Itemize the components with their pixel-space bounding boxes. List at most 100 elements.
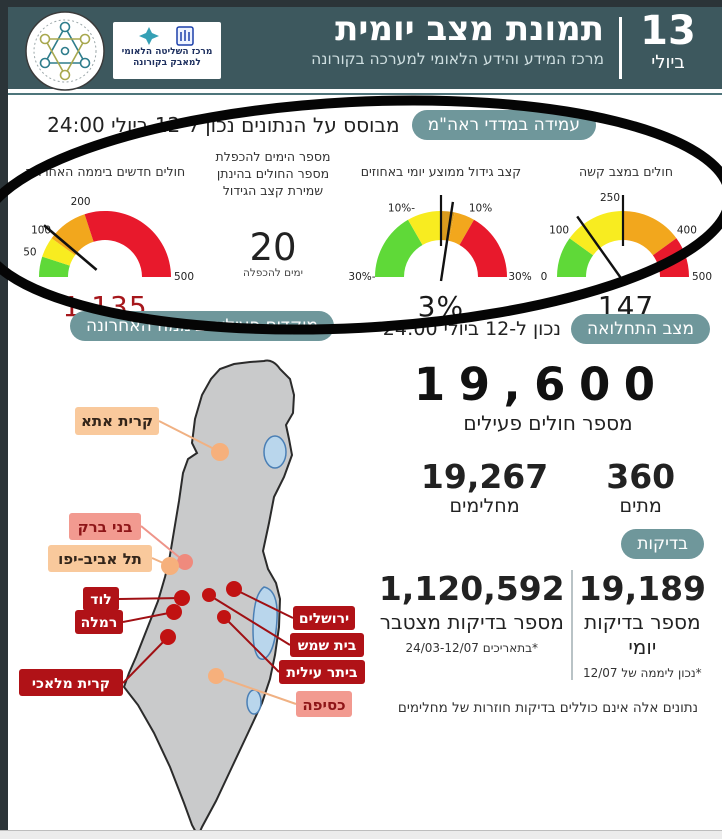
gauge-severe-cases: חולים במצב קשה 0 100 250 400 500 147	[536, 146, 716, 323]
city-label-bg	[48, 545, 152, 572]
city-marker	[226, 581, 242, 597]
city-marker	[208, 668, 224, 684]
dead-sea	[252, 586, 278, 660]
hotspots-map: קרית אתא בני ברק תל אביב-יפו לוד	[12, 355, 392, 839]
svg-text:250: 250	[600, 192, 620, 204]
city-label: קרית מלאכי	[32, 676, 110, 692]
svg-text:10%: 10%	[469, 203, 492, 215]
city-marker	[160, 629, 176, 645]
daily-tests-note: *נכון ליממה של 12/07	[582, 666, 702, 680]
control-center-logo-text: מרכז השליטה הלאומי למאבק בקורונה	[121, 47, 213, 68]
connector-line	[223, 616, 280, 673]
city-marker	[174, 590, 190, 606]
tests-panel: 19,189 מספר בדיקות יומי *נכון ליממה של 1…	[379, 569, 712, 680]
city-label-bg	[75, 407, 159, 435]
map-city-lod: לוד	[83, 587, 190, 611]
gauge-title: קצב גידול ממוצע יומי באחוזים	[360, 164, 522, 179]
recovered-label: מחלימים	[449, 495, 520, 517]
city-label-bg	[83, 587, 119, 611]
city-marker	[211, 443, 229, 461]
tests-section-badge: בדיקות	[621, 529, 704, 559]
city-label: ביתר עילית	[286, 665, 357, 681]
information-center-logo-icon	[24, 10, 106, 92]
gauge-new-cases: חולים חדשים ביממה האחרונה 50 100 200 500 1,…	[10, 146, 200, 323]
city-label: קרית אתא	[81, 412, 153, 430]
doubling-days-title: מספר הימים להכפלת מספר החולים בהינתן שמי…	[215, 149, 331, 198]
daily-tests-stat: 19,189 מספר בדיקות יומי *נכון ליממה של 1…	[570, 569, 712, 680]
sea-of-galilee	[263, 435, 287, 469]
doubling-days-value: 20	[249, 226, 297, 269]
cumulative-tests-stat: 1,120,592 מספר בדיקות מצטבר *בתאריכים 24…	[373, 570, 571, 680]
connector-line	[158, 420, 221, 453]
doubling-days-unit: ימים להכפלה	[243, 267, 303, 279]
indicators-section-badge: עמידה במדדי ראה"מ	[411, 110, 596, 140]
gauge-growth-rate: קצב גידול ממוצע יומי באחוזים -30% -10% 10%…	[346, 146, 536, 323]
based-on-text: מבוסס על הנתונים נכון ל-12 ביולי 24:00	[47, 113, 400, 137]
dead-sea-south-basin	[246, 689, 262, 715]
svg-text:100: 100	[31, 225, 51, 237]
svg-text:0: 0	[541, 271, 548, 283]
map-city-kseifa: כסיפה	[208, 668, 352, 717]
gauge-new-cases-chart: 50 100 200 500	[10, 180, 200, 294]
svg-text:500: 500	[174, 271, 194, 283]
indicators-gauges-row: חולים במצב קשה 0 100 250 400 500 147 קצב גיד…	[10, 146, 716, 323]
city-label: בני ברק	[78, 518, 133, 536]
map-city-beitar-illit: ביתר עילית	[217, 610, 365, 684]
svg-text:30%: 30%	[508, 271, 531, 283]
left-border	[0, 0, 8, 839]
svg-text:100: 100	[549, 225, 569, 237]
city-label-bg	[290, 633, 364, 657]
active-cases-value: 19,600	[413, 358, 669, 411]
bottom-border	[0, 830, 722, 839]
page-title: תמונת מצב יומית	[335, 9, 604, 49]
svg-text:500: 500	[692, 271, 712, 283]
hotspots-section-badge: מוקדים פעילים ביממה האחרונה	[70, 311, 335, 341]
city-label: רמלה	[81, 615, 118, 631]
connector-line	[118, 597, 183, 600]
city-label: בית שמש	[298, 638, 356, 654]
doubling-days-panel: מספר הימים להכפלת מספר החולים בהינתן שמי…	[200, 146, 346, 323]
report-date: 13 ביולי	[630, 9, 706, 73]
gauge-title: חולים חדשים ביממה האחרונה	[25, 164, 186, 179]
city-label-bg	[69, 513, 141, 540]
map-city-kiryat-ata: קרית אתא	[75, 407, 229, 461]
connector-line	[208, 594, 291, 646]
city-label: תל אביב-יפו	[58, 550, 142, 568]
svg-text:400: 400	[677, 225, 697, 237]
cumulative-tests-value: 1,120,592	[378, 569, 565, 608]
svg-text:-30%: -30%	[348, 271, 375, 283]
svg-text:50: 50	[23, 247, 36, 259]
star-icon	[139, 27, 159, 45]
header-divider	[619, 17, 622, 79]
recovered-value: 19,267	[420, 457, 549, 496]
state-emblem-icon	[176, 26, 194, 46]
date-day: 13	[640, 8, 696, 54]
city-marker	[166, 604, 182, 620]
connector-line	[140, 525, 186, 563]
date-month: ביולי	[651, 52, 685, 73]
connector-line	[122, 611, 175, 623]
svg-text:-10%: -10%	[388, 203, 415, 215]
gauge-severe-cases-chart: 0 100 250 400 500	[536, 180, 716, 294]
active-cases-label: מספר חולים פעילים	[463, 411, 633, 435]
map-city-tel-aviv: תל אביב-יפו	[48, 545, 179, 575]
hotspots-section-header: מוקדים פעילים ביממה האחרונה	[70, 311, 335, 341]
cumulative-tests-label: מספר בדיקות מצטבר	[379, 610, 564, 634]
morbidity-section-header: מצב התחלואה נכון ל-12 ביולי 24:00	[383, 314, 710, 344]
connector-line	[215, 675, 297, 705]
deaths-value: 360	[606, 457, 676, 496]
city-label-bg	[293, 606, 355, 630]
city-marker	[217, 610, 231, 624]
map-city-ramla: רמלה	[75, 604, 182, 634]
cumulative-tests-note: *בתאריכים 24/03-12/07	[405, 641, 539, 655]
morbidity-panel: 19,600 מספר חולים פעילים 360 מתים 19,267…	[374, 358, 722, 716]
deaths-label: מתים	[619, 495, 662, 517]
gauge-growth-rate-chart: -30% -10% 10% 30%	[346, 180, 536, 294]
morbidity-as-of: נכון ל-12 ביולי 24:00	[382, 318, 561, 340]
section-header-row: מצב התחלואה נכון ל-12 ביולי 24:00 מוקדים…	[8, 311, 722, 354]
city-label-bg	[296, 691, 352, 717]
tests-section-header: בדיקות	[621, 529, 704, 559]
daily-tests-value: 19,189	[578, 569, 706, 608]
indicators-section-header: עמידה במדדי ראה"מ מבוסס על הנתונים נכון …	[47, 110, 596, 140]
